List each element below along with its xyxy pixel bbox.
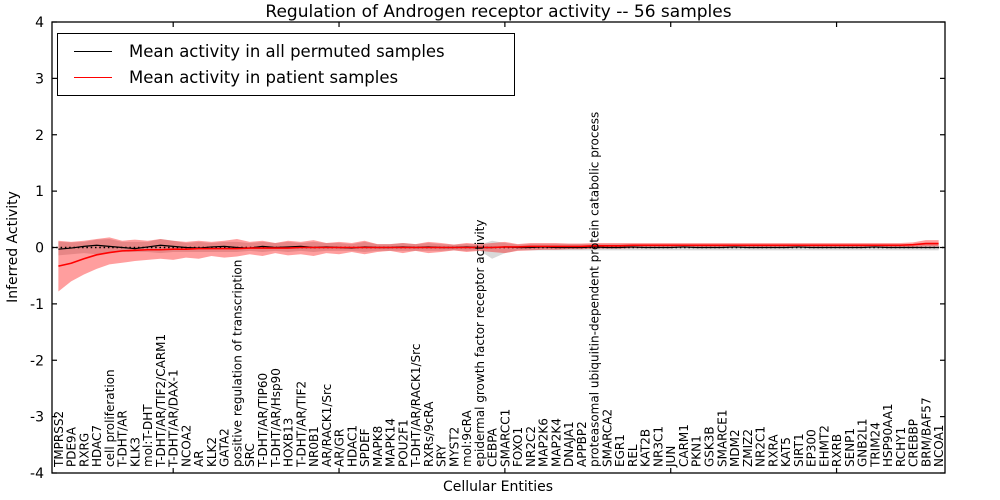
x-category-label: MYST2 [447, 427, 461, 467]
x-category-label: PDE9A [65, 426, 79, 467]
x-category-label: NR2C2 [524, 426, 538, 467]
y-tick-label: 2 [35, 128, 44, 144]
x-category-label: cell proliferation [103, 369, 117, 467]
chart-title: Regulation of Androgen receptor activity… [265, 2, 732, 22]
x-category-label: BRM/BAF57 [919, 397, 933, 467]
x-category-label: EP300 [805, 429, 819, 467]
x-category-label: HOXB13 [282, 418, 296, 467]
x-category-label: TMPRSS2 [52, 411, 66, 468]
x-category-label: mol:T-DHT [141, 404, 155, 467]
x-category-label: TRIM24 [868, 422, 882, 468]
y-tick-label: -4 [30, 466, 44, 482]
x-category-label: SPDEF [358, 428, 372, 467]
x-category-label: CEBPA [486, 427, 500, 467]
x-category-label: RXRs/9cRA [422, 401, 436, 467]
x-category-label: KAT2B [639, 429, 653, 467]
x-category-label: NR0B1 [307, 426, 321, 467]
legend: Mean activity in all permuted samples Me… [57, 33, 515, 96]
x-category-label: POU2F1 [396, 419, 410, 467]
x-category-label: NCOA1 [932, 425, 946, 467]
permuted-band [58, 239, 939, 259]
x-category-label: NR3C1 [651, 426, 665, 467]
x-category-label: mol:9cRA [460, 410, 474, 467]
x-category-label: RXRA [766, 434, 780, 467]
x-category-label: GSK3B [702, 426, 716, 467]
x-category-label: MAPK8 [371, 426, 385, 467]
legend-entry-permuted: Mean activity in all permuted samples [58, 42, 514, 61]
x-axis-label: Cellular Entities [442, 479, 554, 495]
legend-label-permuted: Mean activity in all permuted samples [129, 41, 445, 61]
x-category-label: MAP2K4 [549, 418, 563, 467]
x-category-label: T-DHT/AR/RACK1/Src [409, 344, 423, 468]
x-category-label: SIRT1 [792, 433, 806, 467]
y-axis-label: Inferred Activity [5, 191, 21, 303]
patient-mean-line [58, 242, 939, 267]
x-category-label: SRC [243, 443, 257, 467]
x-category-label: HDAC7 [90, 425, 104, 467]
x-category-label: FOXO1 [511, 427, 525, 467]
x-category-label: GATA2 [218, 428, 232, 467]
x-category-label: ZMIZ2 [741, 429, 755, 467]
x-category-label: SRY [435, 444, 449, 467]
x-category-label: HDAC1 [345, 425, 359, 467]
x-category-label: KAT5 [779, 437, 793, 467]
permuted-line-swatch [74, 50, 112, 52]
x-category-label: JUN [664, 446, 678, 468]
x-category-label: AR/GR [333, 429, 347, 467]
y-tick-label: -3 [30, 410, 44, 426]
y-tick-label: 4 [35, 15, 44, 31]
x-category-label: SMARCE1 [715, 409, 729, 467]
y-tick-label: 3 [35, 71, 44, 87]
x-category-label: MAPK14 [384, 418, 398, 467]
x-category-label: SENP1 [843, 428, 857, 467]
x-category-label: EGR1 [613, 434, 627, 467]
x-category-label: proteasomal ubiquitin-dependent protein … [588, 112, 602, 467]
x-category-label: T-DHT/AR/TIF2 [294, 381, 308, 468]
x-category-label: REL [626, 444, 640, 467]
x-category-label: RXRB [830, 434, 844, 467]
x-category-label: RCHY1 [894, 427, 908, 467]
x-category-label: HSP90AA1 [881, 403, 895, 467]
x-category-label: AR [192, 450, 206, 467]
x-category-label: SMARCC1 [498, 409, 512, 467]
x-category-label: KLK2 [205, 437, 219, 467]
x-category-label: SMARCA2 [600, 409, 614, 467]
x-category-label: T-DHT/AR/DAX-1 [167, 369, 181, 468]
x-category-label: T-DHT/AR [116, 410, 130, 468]
y-tick-label: -1 [30, 297, 44, 313]
y-tick-label: 1 [35, 184, 44, 200]
x-category-label: APPBP2 [575, 421, 589, 467]
x-category-label: T-DHT/AR/TIP60 [256, 373, 270, 468]
x-category-label: RXRG [77, 433, 91, 467]
x-category-label: NCOA2 [179, 425, 193, 467]
x-category-label: PKN1 [690, 435, 704, 467]
x-category-label: positive regulation of transcription [230, 260, 244, 467]
legend-entry-patient: Mean activity in patient samples [58, 68, 514, 87]
x-category-label: CREBBP [907, 419, 921, 467]
x-category-label: MAP2K6 [537, 418, 551, 467]
patient-line-swatch [74, 77, 112, 79]
x-category-label: NR2C1 [754, 426, 768, 467]
patient-band [58, 237, 939, 292]
x-category-label: CARM1 [677, 424, 691, 467]
x-category-label: epidermal growth factor receptor activit… [473, 220, 487, 467]
x-category-label: T-DHT/AR/TIF2/CARM1 [154, 334, 168, 468]
x-category-label: GNB2L1 [856, 419, 870, 467]
x-category-label: T-DHT/AR/Hsp90 [269, 368, 283, 468]
y-tick-label: -2 [30, 353, 44, 369]
x-category-label: MDM2 [728, 429, 742, 467]
x-category-label: EHMT2 [817, 425, 831, 467]
x-category-label: AR/RACK1/Src [320, 384, 334, 467]
legend-label-patient: Mean activity in patient samples [129, 68, 399, 88]
x-category-label: KLK3 [128, 437, 142, 467]
y-tick-label: 0 [35, 241, 44, 257]
x-category-label: DNAJA1 [562, 421, 576, 467]
